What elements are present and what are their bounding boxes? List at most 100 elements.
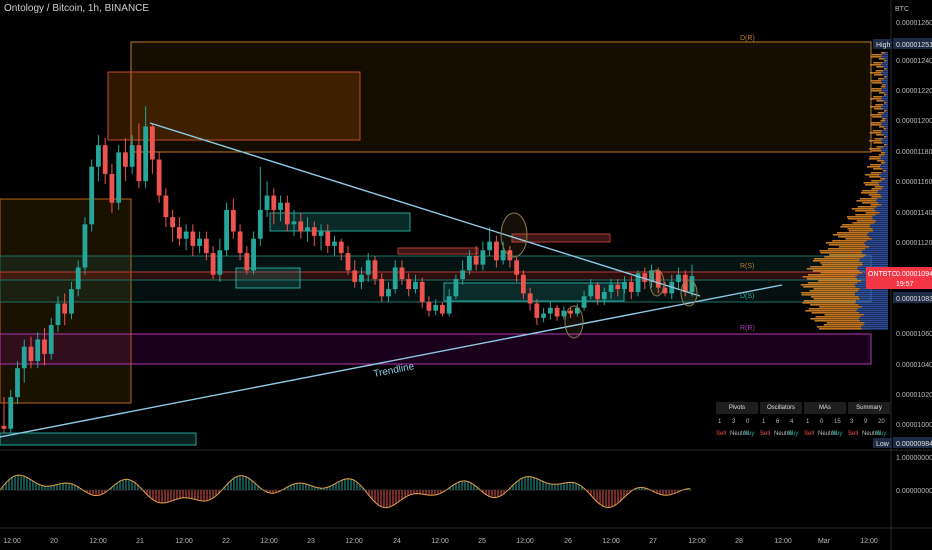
summary-count: 9	[864, 419, 868, 425]
high-tag-box	[873, 39, 892, 49]
time-tick: 12:00	[3, 538, 21, 545]
volume-bar	[870, 98, 882, 100]
volume-bar	[885, 86, 888, 88]
volume-bar	[840, 226, 870, 228]
volume-bar	[859, 260, 888, 262]
volume-bar	[880, 156, 888, 158]
volume-bar	[805, 310, 857, 312]
time-tick: Mar	[818, 538, 831, 545]
time-tick: 12:00	[688, 538, 706, 545]
summary-count: 20	[878, 419, 885, 425]
volume-bar	[820, 272, 863, 274]
volume-bar	[871, 180, 882, 182]
candle-body	[48, 325, 54, 354]
volume-bar	[812, 260, 860, 262]
volume-bar	[858, 296, 888, 298]
volume-bar	[860, 316, 888, 318]
candle-body	[453, 279, 459, 297]
candle-body	[547, 307, 553, 314]
volume-bar	[871, 188, 882, 190]
candle-body	[635, 273, 641, 292]
volume-bar	[865, 248, 888, 250]
volume-bar	[879, 184, 888, 186]
candle-body	[136, 145, 142, 182]
volume-bar	[864, 322, 888, 324]
volume-bar	[878, 58, 885, 60]
volume-bar	[869, 148, 881, 150]
candle-body	[96, 145, 101, 167]
summary-header: Pivots	[716, 402, 758, 414]
candle-body	[224, 209, 229, 251]
candle-body	[1, 425, 7, 429]
volume-bar	[882, 170, 887, 172]
candle-body	[500, 250, 506, 261]
volume-bar	[855, 214, 876, 216]
volume-bar	[881, 124, 888, 126]
price-tick: 0.00001040	[896, 362, 932, 369]
volume-bar	[886, 102, 888, 104]
trendline-upper[interactable]	[149, 122, 701, 297]
volume-bar	[869, 226, 888, 228]
candle-body	[278, 202, 283, 210]
candle-body	[689, 276, 695, 292]
volume-bar	[884, 76, 887, 78]
summary-count: 0	[820, 419, 824, 425]
volume-bar	[880, 176, 888, 178]
volume-bar	[886, 60, 888, 62]
volume-bar	[883, 160, 888, 162]
volume-bar	[856, 200, 876, 202]
candle-body	[527, 293, 533, 304]
volume-bar	[821, 264, 863, 266]
volume-bar	[871, 88, 882, 90]
volume-bar	[877, 112, 885, 114]
trendline-lower[interactable]	[0, 284, 783, 438]
candle-body	[69, 289, 74, 314]
candle-body	[682, 274, 688, 292]
price-tick: 0.00001020	[896, 392, 932, 399]
volume-bar	[884, 102, 887, 104]
volume-bar	[810, 318, 859, 320]
time-tick: 12:00	[516, 538, 534, 545]
candle-body	[217, 250, 223, 275]
volume-bar	[819, 250, 862, 252]
candle-body	[271, 195, 277, 210]
time-tick: 12:00	[175, 538, 193, 545]
candle-body	[419, 281, 425, 303]
candle-body	[264, 195, 270, 210]
volume-bar	[886, 136, 888, 138]
volume-bar	[806, 268, 858, 270]
volume-bar	[880, 158, 888, 160]
volume-bar	[886, 170, 888, 172]
summary-label: Sell	[760, 431, 771, 437]
volume-bar	[812, 270, 860, 272]
low-tag-box	[873, 438, 892, 448]
highlight-circle	[500, 212, 528, 258]
price-tick: 0.00001140	[896, 210, 932, 217]
volume-bar	[879, 92, 885, 94]
candle-body	[365, 260, 371, 275]
candle-body	[467, 255, 472, 271]
countdown: 19:57	[896, 281, 914, 288]
candle-body	[318, 231, 324, 236]
volume-bar	[870, 80, 882, 82]
candle-body	[28, 346, 34, 362]
volume-bar	[880, 166, 888, 168]
volume-bar	[861, 190, 879, 192]
price-axis-title: BTC	[895, 6, 909, 13]
volume-bar	[862, 202, 879, 204]
time-tick: 12:00	[774, 538, 792, 545]
volume-bar	[878, 154, 885, 156]
candle-body	[82, 224, 88, 268]
candle-body	[237, 231, 243, 254]
volume-bar	[811, 312, 859, 314]
volume-bar	[883, 70, 888, 72]
high-tag: High	[876, 42, 891, 49]
time-tick: 23	[307, 538, 315, 545]
time-tick: 21	[136, 538, 144, 545]
summary-header: MAs	[804, 402, 846, 414]
price-tick: 0.00001180	[896, 149, 932, 156]
chart-title: Ontology / Bitcoin, 1h, BINANCE	[4, 3, 150, 14]
volume-bar	[875, 210, 888, 212]
candle-body	[574, 307, 580, 314]
